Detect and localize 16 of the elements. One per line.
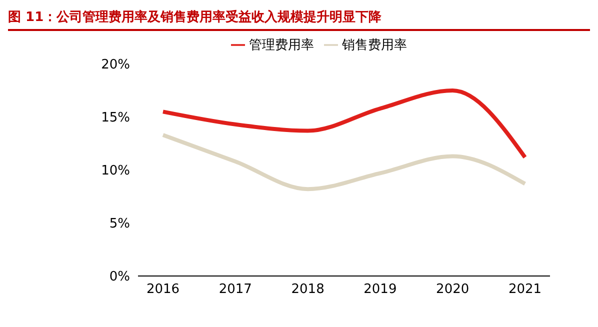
- y-tick-label: 5%: [109, 216, 130, 232]
- y-tick-label: 10%: [101, 164, 130, 179]
- x-tick-label: 2020: [436, 282, 470, 298]
- y-tick-label: 15%: [101, 110, 130, 126]
- x-tick-label: 2016: [146, 282, 180, 298]
- x-tick-label: 2019: [364, 282, 397, 298]
- y-tick-label: 20%: [101, 58, 130, 73]
- x-tick-label: 2021: [508, 282, 542, 298]
- chart-title: 图 11：公司管理费用率及销售费用率受益收入规模提升明显下降: [8, 8, 590, 31]
- x-tick-label: 2017: [218, 282, 252, 298]
- y-tick-label: 0%: [109, 270, 130, 285]
- legend-label: 销售费用率: [342, 38, 407, 53]
- legend-label: 管理费用率: [249, 38, 314, 53]
- line-series: [161, 133, 527, 192]
- line-series: [161, 88, 527, 160]
- x-tick-label: 2018: [291, 282, 324, 298]
